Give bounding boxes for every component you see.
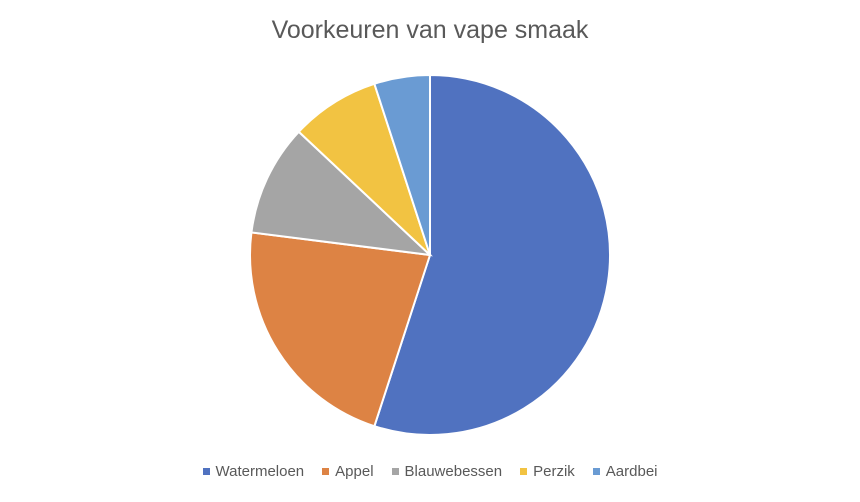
legend-item-watermeloen: Watermeloen: [202, 463, 305, 480]
legend-item-aardbei: Aardbei: [592, 463, 658, 480]
legend-label: Perzik: [533, 463, 575, 480]
legend-swatch: [592, 468, 600, 475]
legend-swatch: [202, 468, 210, 475]
pie-chart: [249, 73, 611, 436]
legend-swatch: [391, 468, 399, 475]
legend-swatch: [520, 468, 528, 475]
pie-slice-aardbei: [373, 73, 431, 256]
legend-label: Blauwebessen: [404, 463, 503, 480]
legend-label: Appel: [335, 463, 374, 480]
pie-slice-perzik: [297, 82, 431, 256]
legend-item-perzik: Perzik: [520, 463, 575, 480]
chart-title: Voorkeuren van vape smaak: [271, 16, 589, 44]
legend-label: Aardbei: [605, 463, 658, 480]
pie-slice-watermeloen: [373, 73, 611, 436]
legend-label: Watermeloen: [215, 463, 305, 480]
pie-slice-blauwebessen: [250, 130, 433, 257]
pie-slice-appel: [249, 231, 432, 428]
legend: Watermeloen Appel Blauwebessen Perzik Aardbe…: [0, 463, 860, 480]
legend-swatch: [322, 468, 330, 475]
legend-item-appel: Appel: [322, 463, 374, 480]
legend-item-blauwebessen: Blauwebessen: [391, 463, 503, 480]
